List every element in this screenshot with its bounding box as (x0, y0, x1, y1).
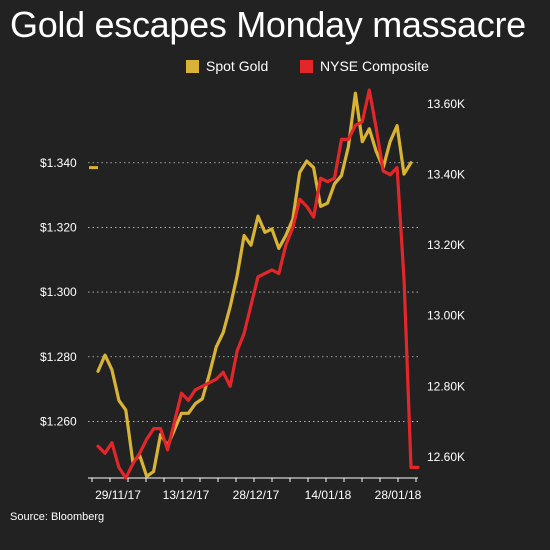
right-y-tick-label: 13.00K (427, 309, 465, 323)
right-y-tick-label: 13.60K (427, 97, 465, 111)
spot-gold-line (96, 91, 413, 478)
right-y-tick-label: 13.40K (427, 168, 465, 182)
right-y-tick-label: 12.60K (427, 450, 465, 464)
legend-swatch-spot-gold (186, 59, 199, 73)
x-tick-label: 13/12/17 (163, 488, 210, 502)
x-axis: 29/11/17 13/12/17 28/12/17 14/01/18 28/01/18 (88, 477, 422, 502)
series-lines (89, 88, 420, 480)
left-y-tick-label: $1.260 (40, 414, 77, 428)
nyse-composite-line (96, 88, 420, 480)
left-y-tick-label: $1.340 (40, 156, 77, 170)
legend-label-nyse-composite: NYSE Composite (320, 58, 429, 74)
right-y-tick-label: 12.80K (427, 379, 465, 393)
left-y-tick-label: $1.280 (40, 350, 77, 364)
left-y-tick-label: $1.320 (40, 220, 77, 234)
legend-label-spot-gold: Spot Gold (206, 58, 269, 74)
source-note: Source: Bloomberg (10, 511, 105, 523)
legend-item-spot-gold: Spot Gold (186, 58, 268, 74)
chart-title: Gold escapes Monday massacre (10, 4, 526, 45)
left-y-axis: $1.260 $1.280 $1.300 $1.320 $1.340 (40, 156, 77, 429)
left-y-tick-label: $1.300 (40, 285, 77, 299)
chart-legend: Spot Gold NYSE Composite (0, 58, 550, 76)
x-tick-label: 14/01/18 (305, 488, 352, 502)
x-tick-label: 28/12/17 (233, 488, 280, 502)
gridlines (88, 162, 418, 422)
right-y-tick-label: 13.20K (427, 238, 465, 252)
legend-item-nyse-composite: NYSE Composite (300, 58, 429, 74)
legend-swatch-nyse-composite (300, 59, 313, 73)
right-y-axis: 12.60K 12.80K 13.00K 13.20K 13.40K 13.60K (427, 97, 465, 464)
x-tick-label: 28/01/18 (375, 488, 422, 502)
x-tick-label: 29/11/17 (95, 488, 141, 502)
